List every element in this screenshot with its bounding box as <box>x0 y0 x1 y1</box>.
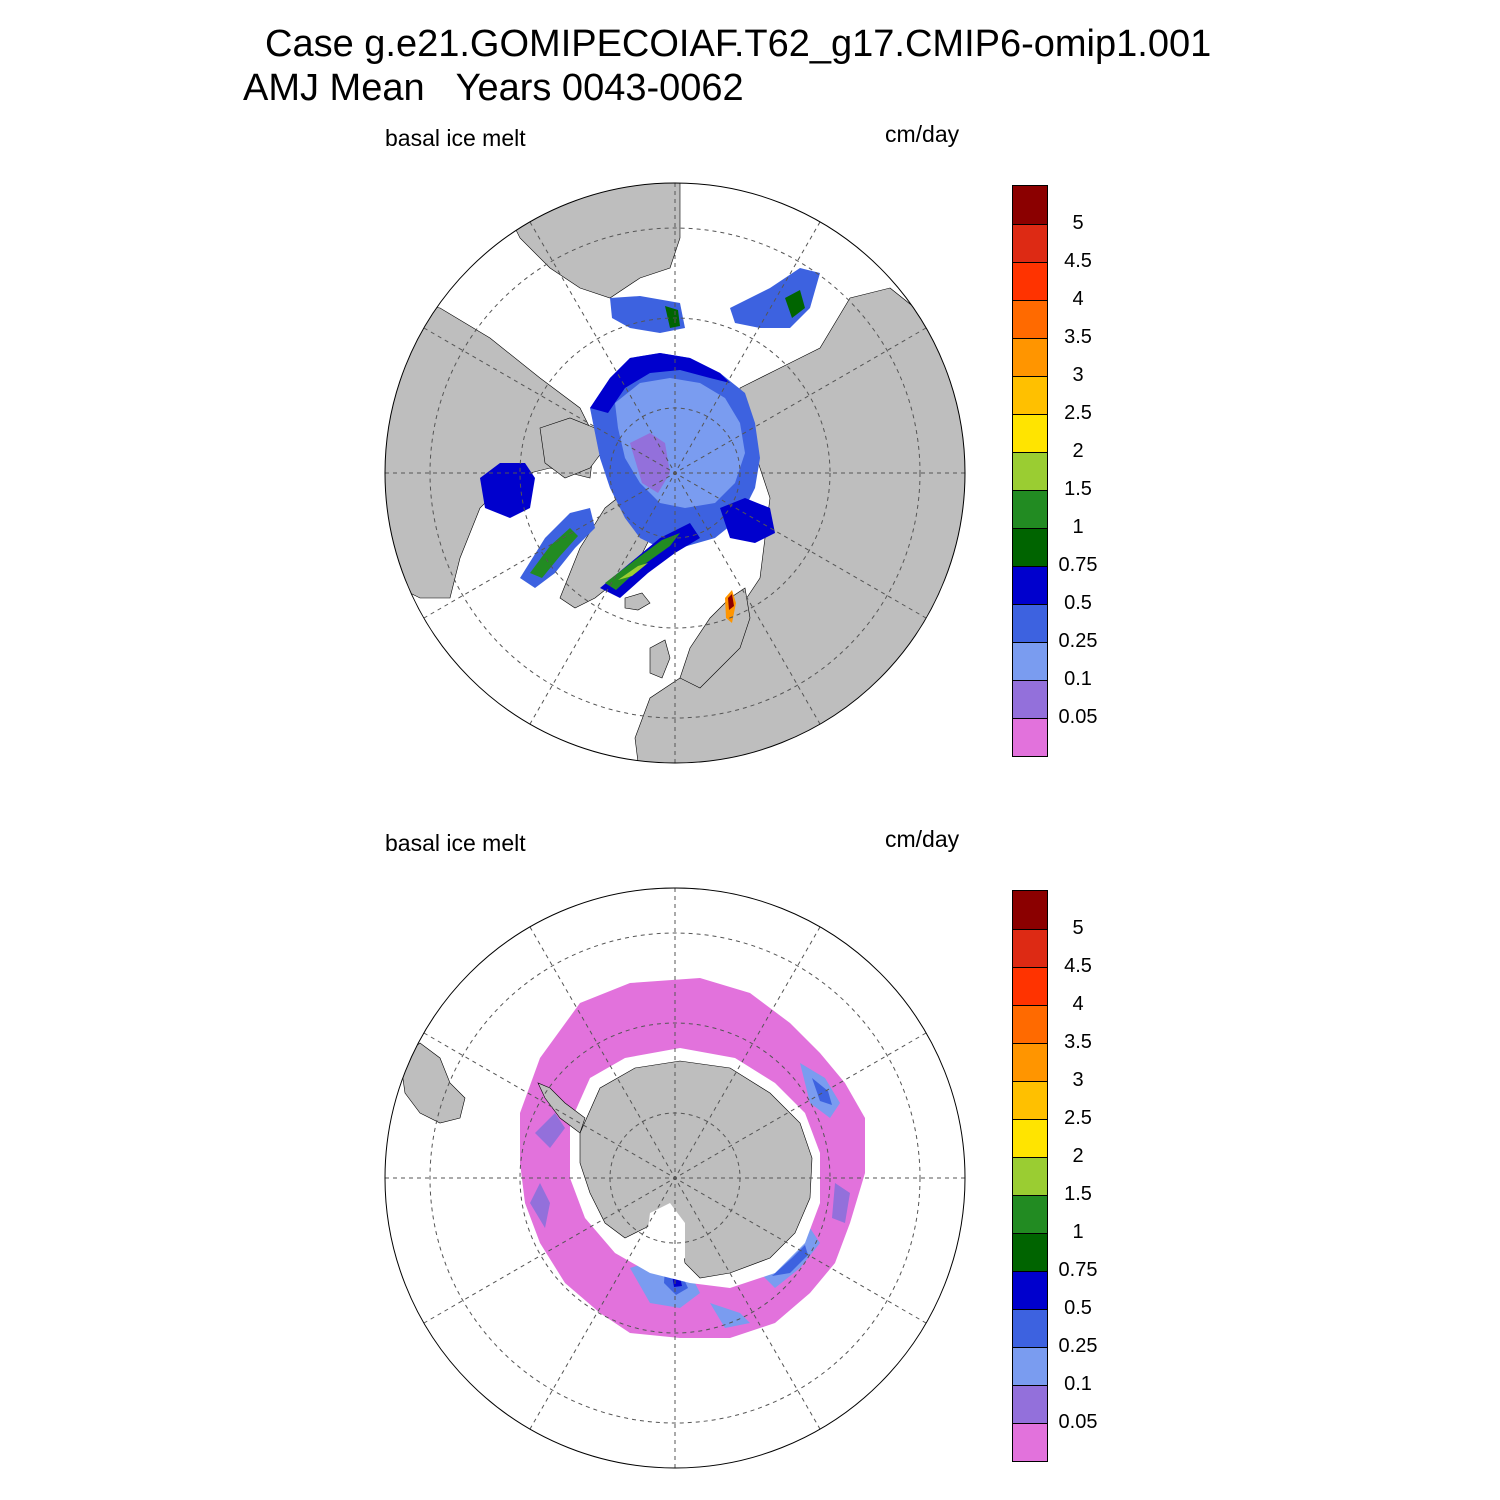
south-colorbar-tick-label: 4.5 <box>1064 955 1092 977</box>
north-colorbar-tick-label: 1.5 <box>1064 478 1092 500</box>
south-ice-rim-east <box>832 1183 850 1223</box>
north-ice-arctic-central <box>630 433 670 493</box>
north-colorbar-segment <box>1013 604 1047 642</box>
north-colorbar-segment <box>1013 262 1047 300</box>
south-colorbar-tick-label: 0.75 <box>1058 1259 1098 1281</box>
north-colorbar-segment <box>1013 566 1047 604</box>
north-colorbar-segment <box>1013 642 1047 680</box>
north-ice-arctic-rim <box>590 353 730 413</box>
north-colorbar: 5 4.5 4 3.5 3 2.5 2 1.5 1 0.75 0.5 0.25 0.1 0.05 <box>1010 185 1110 765</box>
north-colorbar-tick-label: 4.5 <box>1064 250 1092 272</box>
north-map-border <box>384 182 966 764</box>
north-ice-bering-melt <box>665 306 680 328</box>
north-colorbar-segment <box>1013 528 1047 566</box>
north-panel-units-label: cm/day <box>885 121 960 147</box>
north-colorbar-tick-label: 3 <box>1072 364 1084 386</box>
south-ice-rim-west <box>530 1183 550 1228</box>
north-colorbar-tick-label: 1 <box>1072 516 1084 538</box>
south-colorbar-tick-label: 2.5 <box>1064 1107 1092 1129</box>
north-colorbar-segment <box>1013 224 1047 262</box>
north-polar-map <box>384 182 966 764</box>
north-ice-okhotsk-melt <box>785 290 805 318</box>
south-ice-coastal <box>710 1303 750 1328</box>
south-colorbar-segment <box>1013 1347 1047 1385</box>
north-land-iceland <box>624 592 651 611</box>
south-colorbar-tick-label: 1 <box>1072 1221 1084 1243</box>
south-colorbar-segment <box>1013 1005 1047 1043</box>
north-panel-variable-label: basal ice melt <box>385 125 526 151</box>
south-colorbar-tick-label: 3 <box>1072 1069 1084 1091</box>
south-ice-indian-core <box>772 1245 808 1276</box>
south-colorbar-segment <box>1013 1271 1047 1309</box>
south-land-antarctic-peninsula <box>537 1082 586 1134</box>
south-panel-variable-label: basal ice melt <box>385 830 526 856</box>
north-graticule <box>385 183 965 763</box>
south-map-border <box>384 887 966 1469</box>
south-land-south-america <box>399 1042 466 1124</box>
north-colorbar-tick-label: 4 <box>1072 288 1084 310</box>
south-colorbar-tick-label: 3.5 <box>1064 1031 1092 1053</box>
south-colorbar-tick-label: 0.5 <box>1064 1297 1092 1319</box>
figure-title-line2: AMJ Mean Years 0043-0062 <box>243 67 744 109</box>
north-colorbar-segment <box>1013 452 1047 490</box>
north-colorbar-tick-label: 3.5 <box>1064 326 1092 348</box>
north-ice-baffin-melt <box>530 528 578 578</box>
south-colorbar-segment <box>1013 1081 1047 1119</box>
north-colorbar-segment <box>1013 718 1047 756</box>
north-colorbar-segment <box>1013 680 1047 718</box>
north-land-north-america <box>385 297 596 599</box>
south-colorbar-segment <box>1013 1233 1047 1271</box>
north-ice-hudson-bay <box>480 463 535 518</box>
north-ice-barents <box>720 498 775 543</box>
south-colorbar-tick-label: 0.05 <box>1058 1411 1098 1433</box>
north-colorbar-box <box>1012 185 1048 757</box>
north-colorbar-segment <box>1013 376 1047 414</box>
north-colorbar-tick-label: 2 <box>1072 440 1084 462</box>
north-colorbar-segment <box>1013 414 1047 452</box>
south-colorbar-segment <box>1013 1309 1047 1347</box>
south-land-antarctica <box>579 1060 813 1279</box>
north-colorbar-segment <box>1013 300 1047 338</box>
south-graticule <box>385 888 965 1468</box>
south-colorbar-segment <box>1013 1157 1047 1195</box>
south-colorbar-segment <box>1013 891 1047 929</box>
north-land-uk <box>649 639 671 679</box>
south-colorbar-segment <box>1013 1385 1047 1423</box>
north-ice-east-greenland-melt <box>605 533 680 590</box>
south-colorbar: 5 4.5 4 3.5 3 2.5 2 1.5 1 0.75 0.5 0.25 0.1 0.05 <box>1010 890 1110 1470</box>
south-colorbar-segment <box>1013 1423 1047 1461</box>
north-ice-bering <box>610 296 685 333</box>
north-colorbar-tick-label: 0.5 <box>1064 592 1092 614</box>
north-ice-east-greenland-core <box>618 563 648 580</box>
south-polar-map <box>384 887 966 1469</box>
south-colorbar-tick-label: 4 <box>1072 993 1084 1015</box>
south-colorbar-tick-label: 1.5 <box>1064 1183 1092 1205</box>
south-colorbar-segment <box>1013 1195 1047 1233</box>
south-colorbar-tick-label: 0.25 <box>1058 1335 1098 1357</box>
south-colorbar-box <box>1012 890 1048 1462</box>
south-panel-units-label: cm/day <box>885 826 960 852</box>
north-colorbar-tick-label: 0.25 <box>1058 630 1098 652</box>
north-colorbar-tick-label: 0.1 <box>1064 668 1092 690</box>
figure-title-line1: Case g.e21.GOMIPECOIAF.T62_g17.CMIP6-omi… <box>265 23 1212 65</box>
north-colorbar-segment <box>1013 338 1047 376</box>
south-colorbar-tick-label: 2 <box>1072 1145 1084 1167</box>
south-colorbar-segment <box>1013 929 1047 967</box>
south-ice-ross-core <box>812 1078 832 1105</box>
north-colorbar-segment <box>1013 490 1047 528</box>
south-colorbar-segment <box>1013 967 1047 1005</box>
north-colorbar-tick-label: 5 <box>1072 212 1084 234</box>
north-colorbar-tick-label: 0.75 <box>1058 554 1098 576</box>
south-colorbar-segment <box>1013 1119 1047 1157</box>
south-colorbar-tick-label: 0.1 <box>1064 1373 1092 1395</box>
north-colorbar-tick-label: 2.5 <box>1064 402 1092 424</box>
south-colorbar-tick-label: 5 <box>1072 917 1084 939</box>
north-colorbar-tick-label: 0.05 <box>1058 706 1098 728</box>
north-colorbar-segment <box>1013 186 1047 224</box>
south-ice-shelf-weddell <box>648 1203 685 1263</box>
north-ice-baltic-core <box>728 594 734 610</box>
south-ice-bellingshausen <box>535 1113 565 1148</box>
south-colorbar-segment <box>1013 1043 1047 1081</box>
north-land-arctic-archipelago <box>539 417 606 479</box>
